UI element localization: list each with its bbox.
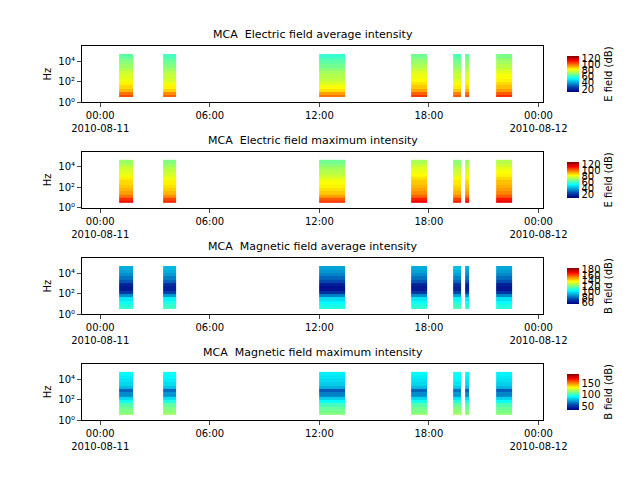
svg-text:100: 100 xyxy=(582,59,601,70)
svg-text:18:00: 18:00 xyxy=(414,428,443,439)
svg-text:12:00: 12:00 xyxy=(305,216,334,227)
svg-text:MCA Magnetic field maximum in: MCA Magnetic field maximum intensity xyxy=(203,346,423,359)
svg-text:12:00: 12:00 xyxy=(305,322,334,333)
svg-text:10⁴: 10⁴ xyxy=(58,374,75,385)
svg-text:150: 150 xyxy=(582,378,601,389)
svg-text:100: 100 xyxy=(582,165,601,176)
svg-text:12:00: 12:00 xyxy=(305,428,334,439)
svg-text:120: 120 xyxy=(582,159,601,170)
svg-text:B field (dB): B field (dB) xyxy=(603,258,614,314)
svg-text:60: 60 xyxy=(582,71,595,82)
svg-text:10⁰: 10⁰ xyxy=(58,415,75,426)
svg-text:00:002010-08-12: 00:002010-08-12 xyxy=(509,428,567,452)
svg-text:MCA Magnetic field average in: MCA Magnetic field average intensity xyxy=(208,240,417,253)
svg-text:10⁰: 10⁰ xyxy=(58,97,75,108)
svg-text:10⁴: 10⁴ xyxy=(58,56,75,67)
svg-text:00:002010-08-12: 00:002010-08-12 xyxy=(509,322,567,346)
svg-text:10²: 10² xyxy=(58,76,75,87)
svg-text:80: 80 xyxy=(582,292,595,303)
svg-text:18:00: 18:00 xyxy=(414,322,443,333)
svg-text:Hz: Hz xyxy=(42,174,53,187)
svg-text:10⁰: 10⁰ xyxy=(58,309,75,320)
svg-text:B field (dB): B field (dB) xyxy=(603,364,614,420)
svg-text:E field (dB): E field (dB) xyxy=(603,152,614,207)
svg-text:10²: 10² xyxy=(58,182,75,193)
svg-text:40: 40 xyxy=(582,183,595,194)
svg-text:MCA Electric field average in: MCA Electric field average intensity xyxy=(213,28,413,41)
svg-text:06:00: 06:00 xyxy=(195,110,224,121)
svg-text:Hz: Hz xyxy=(42,280,53,293)
svg-text:80: 80 xyxy=(582,65,595,76)
svg-text:10⁰: 10⁰ xyxy=(58,202,75,213)
svg-text:00:002010-08-12: 00:002010-08-12 xyxy=(509,110,567,134)
svg-text:10²: 10² xyxy=(58,394,75,405)
svg-text:120: 120 xyxy=(582,281,601,292)
svg-text:00:002010-08-12: 00:002010-08-12 xyxy=(509,216,567,240)
svg-text:00:002010-08-11: 00:002010-08-11 xyxy=(71,322,129,346)
svg-text:00:002010-08-11: 00:002010-08-11 xyxy=(71,110,129,134)
svg-text:10⁴: 10⁴ xyxy=(58,161,75,172)
svg-text:06:00: 06:00 xyxy=(195,216,224,227)
svg-text:MCA Electric field maximum in: MCA Electric field maximum intensity xyxy=(208,134,418,147)
svg-text:160: 160 xyxy=(582,270,601,281)
svg-text:00:002010-08-11: 00:002010-08-11 xyxy=(71,216,129,240)
svg-text:Hz: Hz xyxy=(42,386,53,399)
svg-text:50: 50 xyxy=(582,401,595,412)
svg-text:80: 80 xyxy=(582,171,595,182)
svg-text:60: 60 xyxy=(582,297,595,308)
svg-text:100: 100 xyxy=(582,389,601,400)
svg-text:06:00: 06:00 xyxy=(195,322,224,333)
svg-text:10⁴: 10⁴ xyxy=(58,268,75,279)
svg-text:120: 120 xyxy=(582,53,601,64)
svg-text:140: 140 xyxy=(582,275,601,286)
svg-text:Hz: Hz xyxy=(42,68,53,81)
svg-text:180: 180 xyxy=(582,264,601,275)
svg-text:18:00: 18:00 xyxy=(414,216,443,227)
svg-text:100: 100 xyxy=(582,286,601,297)
svg-text:12:00: 12:00 xyxy=(305,110,334,121)
svg-text:18:00: 18:00 xyxy=(414,110,443,121)
svg-text:20: 20 xyxy=(582,84,595,95)
svg-text:20: 20 xyxy=(582,189,595,200)
svg-text:40: 40 xyxy=(582,77,595,88)
svg-text:E field (dB): E field (dB) xyxy=(603,46,614,101)
svg-text:00:002010-08-11: 00:002010-08-11 xyxy=(71,428,129,452)
svg-text:10²: 10² xyxy=(58,288,75,299)
svg-text:06:00: 06:00 xyxy=(195,428,224,439)
svg-text:60: 60 xyxy=(582,177,595,188)
